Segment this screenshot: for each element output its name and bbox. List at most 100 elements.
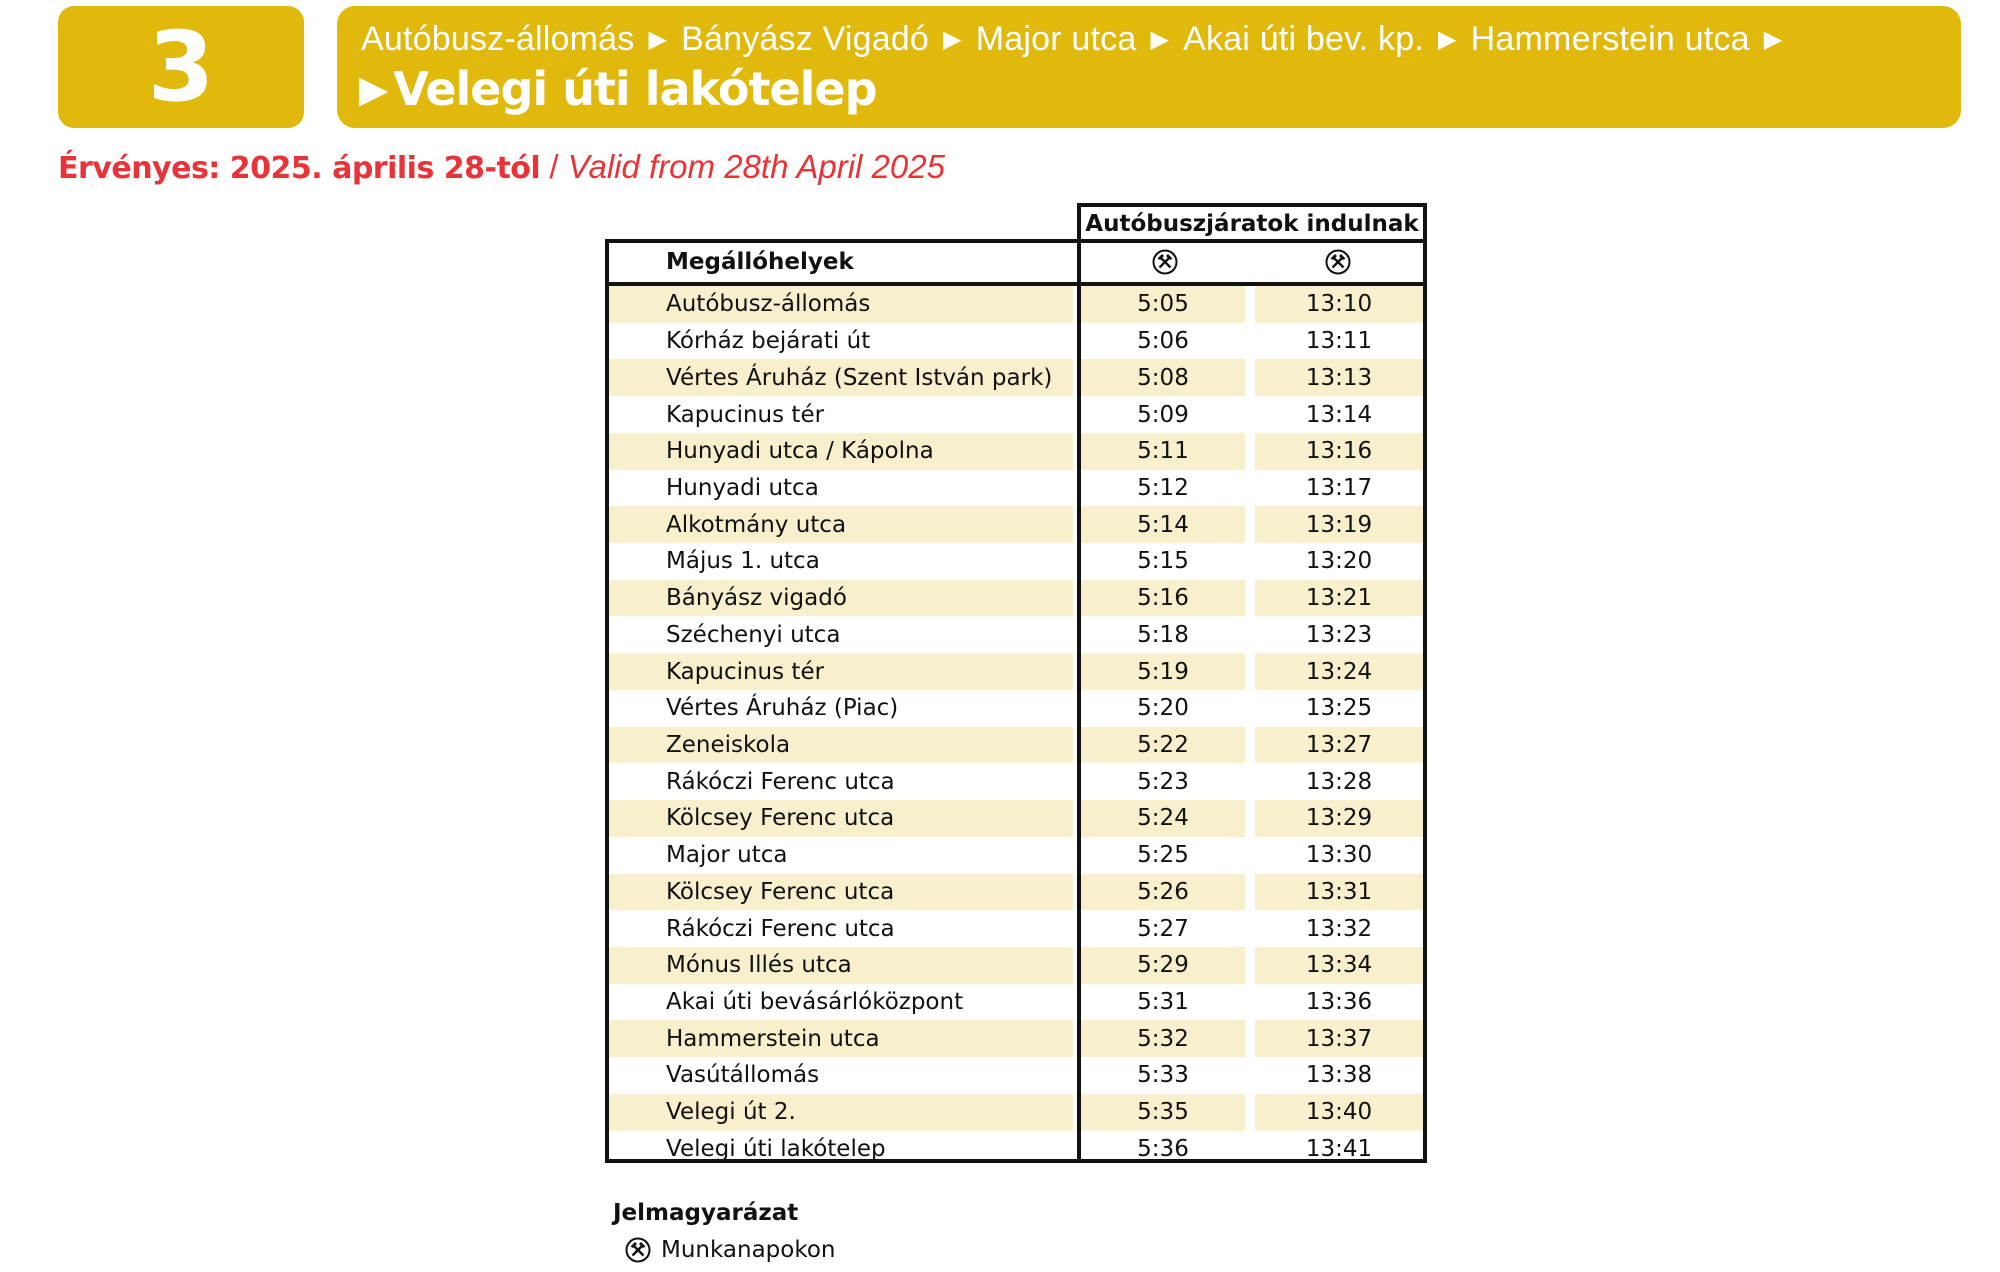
table-row: Velegi út 2. 5:35 13:40 — [609, 1093, 1423, 1131]
validity-hu: Érvényes: 2025. április 28-tól — [58, 151, 541, 186]
table-row: Hunyadi utca / Kápolna 5:11 13:16 — [609, 432, 1423, 470]
departure-time: 13:28 — [1305, 768, 1373, 795]
timetable: Autóbuszjáratok indulnak Megállóhelyek A… — [605, 203, 1427, 1163]
departure-time: 5:11 — [1081, 432, 1245, 470]
stop-name: Mónus Illés utca — [609, 946, 1073, 984]
table-row: Vasútállomás 5:33 13:38 — [609, 1057, 1423, 1094]
table-row: Velegi úti lakótelep 5:36 13:41 — [609, 1131, 1423, 1168]
line-number-badge: 3 — [58, 6, 304, 128]
validity-notice: Érvényes: 2025. április 28-tól / Valid f… — [58, 148, 945, 186]
validity-en: Valid from 28th April 2025 — [567, 148, 945, 185]
stops-column-header: Megállóhelyek — [666, 249, 854, 275]
departures-header-label: Autóbuszjáratok indulnak — [1085, 211, 1419, 237]
stop-name: Kölcsey Ferenc utca — [609, 873, 1073, 911]
departure-time: 5:25 — [1137, 842, 1189, 869]
departure-time: 5:36 — [1137, 1135, 1189, 1162]
mining-hammers-icon — [1152, 249, 1178, 275]
departure-time: 5:23 — [1137, 768, 1189, 795]
stop-name: Vasútállomás — [666, 1062, 820, 1089]
stop-name: Május 1. utca — [666, 548, 820, 575]
arrow-right-icon: ▶ — [1438, 26, 1457, 53]
table-row: Bányász vigadó 5:16 13:21 — [609, 579, 1423, 617]
table-header-row: Megállóhelyek — [609, 243, 1423, 286]
arrow-right-icon: ▶ — [359, 67, 388, 111]
table-row: Akai úti bevásárlóközpont 5:31 13:36 — [609, 984, 1423, 1021]
departure-time: 13:31 — [1255, 873, 1423, 911]
departure-time: 5:05 — [1081, 286, 1245, 323]
table-row: Vértes Áruház (Piac) 5:20 13:25 — [609, 690, 1423, 727]
departure-time: 13:37 — [1255, 1020, 1423, 1058]
route-stop: Major utca — [975, 20, 1137, 58]
table-row: Kórház bejárati út 5:06 13:11 — [609, 323, 1423, 360]
timetable-body: Megállóhelyek Autóbusz-állomás 5:05 13:10 … — [605, 203, 1427, 1163]
table-row: Széchenyi utca 5:18 13:23 — [609, 616, 1423, 653]
table-row: Alkotmány utca 5:14 13:19 — [609, 506, 1423, 544]
table-row: Rákóczi Ferenc utca 5:27 13:32 — [609, 910, 1423, 947]
departure-time: 5:32 — [1081, 1020, 1245, 1058]
departure-time: 13:14 — [1305, 401, 1373, 428]
table-row: Kapucinus tér 5:19 13:24 — [609, 653, 1423, 690]
stop-name: Rákóczi Ferenc utca — [666, 768, 895, 795]
departure-time: 13:23 — [1305, 621, 1373, 648]
stop-name: Hammerstein utca — [609, 1020, 1073, 1058]
table-row: Kapucinus tér 5:09 13:14 — [609, 396, 1423, 433]
table-row: Hunyadi utca 5:12 13:17 — [609, 470, 1423, 507]
departure-time: 5:12 — [1137, 474, 1189, 501]
table-row: Rákóczi Ferenc utca 5:23 13:28 — [609, 763, 1423, 800]
stop-name: Velegi út 2. — [609, 1093, 1073, 1131]
stop-name: Bányász vigadó — [609, 579, 1073, 617]
departure-time: 13:41 — [1305, 1135, 1373, 1162]
legend-label: Munkanapokon — [661, 1237, 836, 1263]
departure-time: 13:10 — [1255, 286, 1423, 323]
departure-time: 5:14 — [1081, 506, 1245, 544]
stop-name: Zeneiskola — [609, 726, 1073, 764]
route-stop: Hammerstein utca — [1470, 20, 1750, 58]
departure-time: 13:11 — [1305, 328, 1373, 355]
departure-time: 5:06 — [1137, 328, 1189, 355]
departure-time: 5:29 — [1081, 946, 1245, 984]
departure-time: 13:20 — [1305, 548, 1373, 575]
stop-name: Kölcsey Ferenc utca — [609, 800, 1073, 837]
legend-title: Jelmagyarázat — [613, 1200, 799, 1226]
departure-time: 13:25 — [1305, 695, 1373, 722]
departure-time: 5:22 — [1081, 726, 1245, 764]
stop-name: Széchenyi utca — [666, 621, 841, 648]
arrow-right-icon: ▶ — [1150, 26, 1170, 53]
stop-name: Kapucinus tér — [609, 653, 1073, 690]
departure-time: 13:34 — [1255, 946, 1423, 984]
departure-time: 5:26 — [1081, 873, 1245, 911]
route-stop: Akai úti bev. kp. — [1183, 20, 1424, 58]
departure-time: 13:24 — [1255, 653, 1423, 690]
departure-time: 13:16 — [1255, 432, 1423, 470]
table-row: Hammerstein utca 5:32 13:37 — [609, 1020, 1423, 1058]
departure-time: 5:19 — [1081, 653, 1245, 690]
stop-name: Hunyadi utca — [666, 474, 819, 501]
stop-name: Rákóczi Ferenc utca — [666, 915, 895, 942]
departure-time: 13:38 — [1305, 1062, 1373, 1089]
stop-name: Autóbusz-állomás — [609, 286, 1073, 323]
route-stop: Autóbusz-állomás — [361, 20, 635, 58]
stop-name: Kapucinus tér — [666, 401, 825, 428]
departure-time: 5:27 — [1137, 915, 1189, 942]
stop-name: Alkotmány utca — [609, 506, 1073, 544]
table-rows: Autóbusz-állomás 5:05 13:10 Kórház bejárat… — [609, 286, 1423, 1167]
route-banner: Autóbusz-állomás ▶ Bányász Vigadó ▶ Major ut… — [337, 6, 1961, 128]
departure-time: 5:35 — [1081, 1093, 1245, 1131]
departure-time: 13:32 — [1305, 915, 1373, 942]
table-row: Zeneiskola 5:22 13:27 — [609, 726, 1423, 764]
route-stop: Bányász Vigadó — [681, 20, 930, 58]
route-via-stops: Autóbusz-állomás ▶ Bányász Vigadó ▶ Major ut… — [361, 20, 1796, 59]
departure-time: 5:24 — [1081, 800, 1245, 837]
column-divider — [1077, 203, 1081, 1163]
arrow-right-icon: ▶ — [1763, 26, 1783, 53]
departure-time: 13:29 — [1255, 800, 1423, 837]
arrow-right-icon: ▶ — [943, 26, 962, 53]
departure-time: 13:40 — [1255, 1093, 1423, 1131]
departure-time: 5:20 — [1137, 695, 1189, 722]
table-row: Mónus Illés utca 5:29 13:34 — [609, 946, 1423, 984]
departure-time: 5:09 — [1137, 401, 1189, 428]
line-number: 3 — [147, 11, 215, 123]
departure-time: 13:19 — [1255, 506, 1423, 544]
stop-name: Vértes Áruház (Szent István park) — [609, 359, 1073, 397]
stop-name: Hunyadi utca / Kápolna — [609, 432, 1073, 470]
